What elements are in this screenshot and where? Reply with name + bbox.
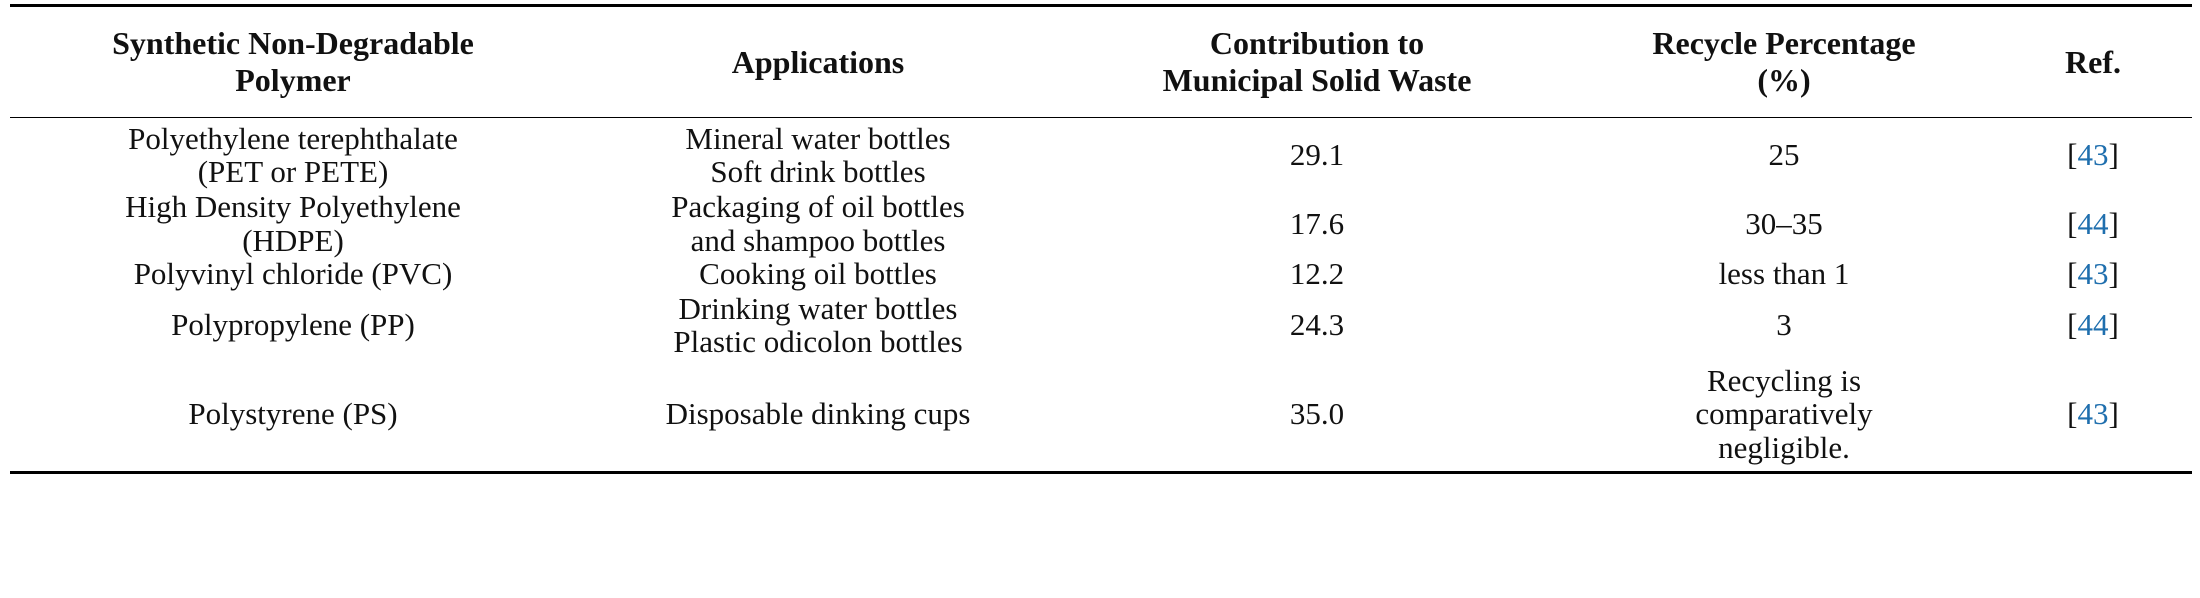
ref-open-bracket: [ (2067, 205, 2078, 241)
cell-applications: Cooking oil bottles (699, 256, 937, 292)
ref-close-bracket: ] (2108, 256, 2119, 292)
cell-ref: [43] (1994, 257, 2192, 291)
ref-open-bracket: [ (2067, 396, 2078, 432)
cell-ref: [44] (1994, 291, 2192, 359)
cell-applications: Drinking water bottles Plastic odicolon … (673, 290, 963, 359)
ref-open-bracket: [ (2067, 137, 2078, 173)
table-row: Polystyrene (PS) Disposable dinking cups… (10, 359, 2192, 473)
cell-polymer: Polystyrene (PS) (188, 396, 398, 432)
header-ref: Ref. (2065, 43, 2121, 80)
reference-link[interactable]: 43 (2077, 137, 2109, 173)
cell-ref: [44] (1994, 190, 2192, 257)
polymer-table-container: Synthetic Non-Degradable Polymer Applica… (10, 4, 2192, 474)
cell-contribution: 29.1 (1289, 137, 1345, 173)
cell-contribution: 17.6 (1289, 205, 1345, 241)
cell-recycle: 30–35 (1745, 205, 1823, 241)
reference-link[interactable]: 43 (2077, 396, 2109, 432)
cell-polymer: Polyvinyl chloride (PVC) (133, 256, 453, 292)
cell-recycle: less than 1 (1718, 256, 1850, 292)
cell-contribution: 24.3 (1289, 307, 1345, 343)
cell-applications: Mineral water bottles Soft drink bottles (685, 120, 951, 189)
polymer-table: Synthetic Non-Degradable Polymer Applica… (10, 4, 2192, 474)
cell-contribution: 35.0 (1289, 396, 1345, 432)
header-polymer: Synthetic Non-Degradable Polymer (112, 25, 474, 98)
ref-close-bracket: ] (2108, 137, 2119, 173)
cell-recycle: 25 (1768, 137, 1800, 173)
cell-polymer: High Density Polyethylene (HDPE) (125, 189, 461, 258)
table-row: Polyethylene terephthalate (PET or PETE)… (10, 118, 2192, 191)
header-applications: Applications (731, 43, 905, 80)
header-recycle-percentage: Recycle Percentage (%) (1652, 25, 1916, 98)
table-row: Polyvinyl chloride (PVC) Cooking oil bot… (10, 257, 2192, 291)
cell-recycle: 3 (1776, 307, 1792, 343)
ref-close-bracket: ] (2108, 205, 2119, 241)
table-header-row: Synthetic Non-Degradable Polymer Applica… (10, 5, 2192, 118)
cell-applications: Disposable dinking cups (665, 396, 971, 432)
reference-link[interactable]: 44 (2077, 307, 2109, 343)
cell-ref: [43] (1994, 118, 2192, 191)
reference-link[interactable]: 43 (2077, 256, 2109, 292)
cell-polymer: Polypropylene (PP) (171, 307, 415, 343)
table-row: High Density Polyethylene (HDPE) Packagi… (10, 190, 2192, 257)
ref-close-bracket: ] (2108, 307, 2119, 343)
cell-ref: [43] (1994, 359, 2192, 473)
header-contribution: Contribution to Municipal Solid Waste (1162, 25, 1472, 98)
table-row: Polypropylene (PP) Drinking water bottle… (10, 291, 2192, 359)
cell-contribution: 12.2 (1289, 256, 1345, 292)
ref-open-bracket: [ (2067, 307, 2078, 343)
reference-link[interactable]: 44 (2077, 205, 2109, 241)
ref-open-bracket: [ (2067, 256, 2078, 292)
cell-polymer: Polyethylene terephthalate (PET or PETE) (128, 120, 458, 189)
cell-recycle: Recycling is comparatively negligible. (1695, 362, 1873, 465)
ref-close-bracket: ] (2108, 396, 2119, 432)
cell-applications: Packaging of oil bottles and shampoo bot… (671, 189, 965, 258)
